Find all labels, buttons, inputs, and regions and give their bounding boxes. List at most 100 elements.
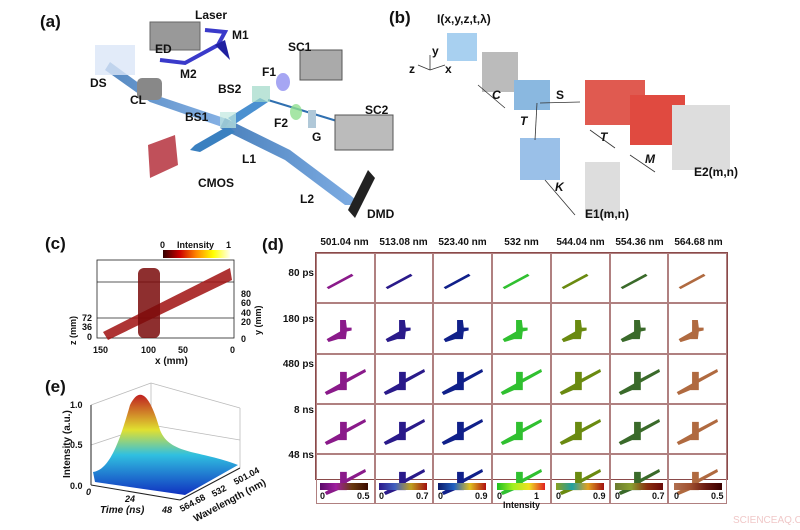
operator-c: C [492,88,501,102]
f2-shape [290,104,302,120]
object-silhouette [618,368,660,395]
object-silhouette [678,320,704,343]
colorbar-max: 0.7 [652,491,665,501]
object-silhouette [620,273,648,290]
colorbar-min: 0 [438,491,444,501]
image-cell [492,353,551,404]
operator-t1: T [520,114,528,128]
grating-shape [308,110,316,128]
colorbar-min: 0 [615,491,621,501]
z-tick: 36 [82,322,93,332]
colorbar-d-title: Intensity [503,500,541,510]
object-silhouette [561,273,589,290]
label-dmd: DMD [367,207,395,221]
image-cell [316,253,375,304]
object-silhouette [326,273,354,290]
spectral-temporal-image-grid [315,252,728,505]
axis-x-label: x [445,62,452,76]
axis-y-label: y [432,44,439,58]
operator-s: S [556,88,565,102]
colorbar-max: 0.5 [357,491,370,501]
panel-c-label: (c) [45,234,66,253]
object-silhouette [502,273,530,290]
object-silhouette [324,418,367,445]
object-silhouette [385,320,411,343]
object-silhouette [618,418,660,445]
colorbar-c-title: Intensity [177,240,215,250]
intensity-tick: 0.0 [70,481,83,491]
label-l2: L2 [300,192,315,206]
label-m1: M1 [232,28,249,42]
object-silhouette [500,418,543,445]
image-cell [433,353,493,404]
object-silhouette [442,418,484,445]
colorbar [674,483,722,490]
bs1-shape [220,112,236,128]
colorbar-max: 0.9 [593,491,606,501]
object-silhouette [326,320,352,343]
y-tick: 80 [241,289,252,299]
image-cell [668,303,727,354]
colorbar [438,483,486,490]
laser-shape [149,21,201,51]
column-header: 564.68 nm [674,237,723,248]
panel-e-label: (e) [45,377,66,396]
image-cell [550,353,610,404]
row-header: 180 ps [282,313,314,325]
object-silhouette [676,418,719,445]
image-cell [550,303,610,354]
panel-d-label: (d) [262,235,284,254]
label-cl: CL [130,93,146,107]
image-cell [609,353,669,404]
object-silhouette [676,368,719,395]
time-tick: 48 [162,505,173,515]
label-g: G [312,130,322,144]
cl-shape [137,78,162,100]
intensity-tick: 0.5 [70,440,83,450]
colorbar-c-min: 0 [160,240,166,250]
object-body [138,268,160,338]
intensity-tick: 1.0 [70,400,83,410]
cmos-shape [148,135,178,178]
colorbar-c-max: 1 [226,240,232,250]
label-l1: L1 [242,152,257,166]
label-ed: ED [155,42,172,56]
image-cell [609,403,669,454]
colorbar [320,483,368,490]
image-cell [433,403,493,454]
object-silhouette [500,368,543,395]
colorbar [497,483,545,490]
bs2-shape [252,86,270,102]
z-tick: 0 [87,332,93,342]
object-silhouette [559,368,601,395]
label-sc2: SC2 [365,103,389,117]
row-header: 480 ps [282,359,314,371]
datacube-shape [447,33,477,61]
x-tick: 150 [93,345,109,355]
operator-m: M [645,152,655,166]
colorbar [379,483,427,490]
image-cell [668,403,727,454]
label-ds: DS [90,76,107,90]
axis-z-label: z [409,62,415,76]
image-cell [492,403,551,454]
cube-k-shape [520,138,560,180]
row-header: 8 ns [293,404,314,416]
cube-t-shape [514,80,550,110]
object-silhouette [385,273,413,290]
column-header: 501.04 nm [320,237,369,248]
y-tick: 60 [241,298,252,308]
image-cell [374,303,434,354]
watermark: SCIENCEAQ.COM [733,515,800,526]
image-cell [374,353,434,404]
e2-label: E2(m,n) [694,165,739,179]
object-silhouette [444,273,471,290]
image-cell [609,303,669,354]
colorbar-min: 0 [379,491,385,501]
colorbar-min: 0 [674,491,680,501]
mask-c-shape [482,52,518,92]
time-tick: 24 [125,494,136,504]
